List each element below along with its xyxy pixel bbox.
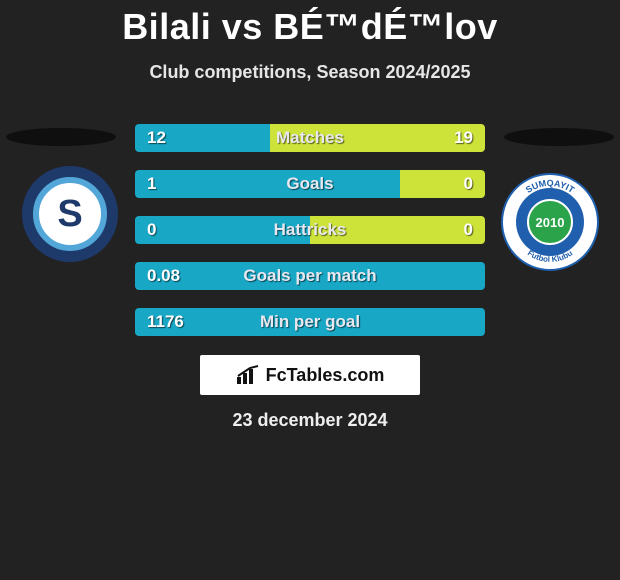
stat-value-left: 1 [147,170,156,198]
club-badge-left: S [20,164,120,264]
stat-row: Goals1 0 [135,170,485,198]
stat-label: Matches [135,124,485,152]
stat-label: Hattricks [135,216,485,244]
shadow-right [504,128,614,146]
stat-bars: Matches1219Goals10Hattricks00Goals per m… [135,124,485,354]
stat-value-left: 0 [147,216,156,244]
shadow-left [6,128,116,146]
stat-row: Goals per match0.08 [135,262,485,290]
stat-label: Goals [135,170,485,198]
date-text: 23 december 2024 [0,410,620,431]
stat-value-right: 19 [454,124,473,152]
stat-value-left: 0.08 [147,262,180,290]
stat-value-right: 0 [464,216,473,244]
stat-value-left: 1176 [147,308,184,336]
stat-row: Min per goal1176 [135,308,485,336]
bar-chart-icon [236,365,260,385]
subtitle: Club competitions, Season 2024/2025 [0,62,620,83]
stat-label: Min per goal [135,308,485,336]
stat-label: Goals per match [135,262,485,290]
svg-text:2010: 2010 [536,215,565,230]
club-badge-right: SUMQAYIT Futbol Klubu 2010 [500,172,600,272]
page-title: Bilali vs BÉ™dÉ™lov [0,0,620,48]
site-logo: FcTables.com [200,355,420,395]
stat-value-left: 12 [147,124,166,152]
stat-row: Matches12 19 [135,124,485,152]
stat-row: Hattricks0 0 [135,216,485,244]
stat-value-right: 0 [464,170,473,198]
svg-text:S: S [57,193,82,235]
site-logo-text: FcTables.com [266,365,385,386]
